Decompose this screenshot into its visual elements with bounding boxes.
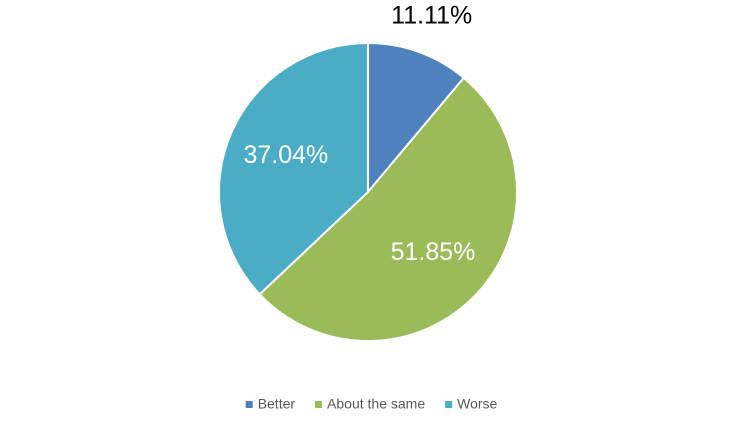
legend-label: Worse [457, 396, 497, 412]
data-label: 37.04% [244, 141, 329, 169]
data-label: 51.85% [391, 238, 476, 266]
pie-slice [218, 41, 369, 296]
pie-slice [367, 41, 466, 195]
legend-label: Better [258, 396, 296, 412]
legend-marker [315, 401, 323, 408]
legend-marker [445, 401, 453, 408]
legend-marker [245, 401, 253, 408]
pie-slice [258, 76, 518, 343]
legend-label: About the same [327, 396, 425, 412]
data-label: 11.11% [391, 2, 472, 30]
